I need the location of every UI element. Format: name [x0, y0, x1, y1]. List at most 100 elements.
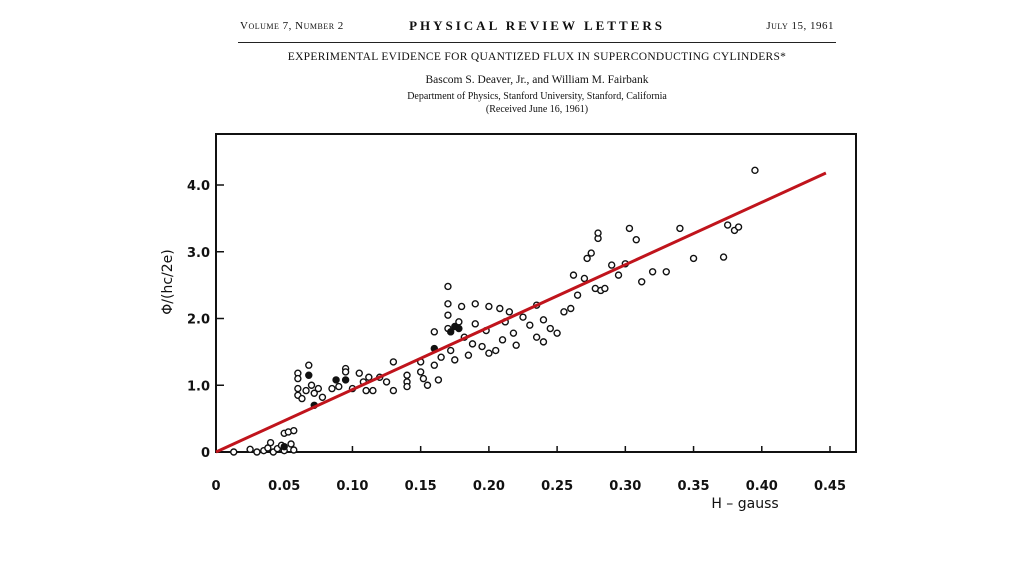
filled-data-point — [455, 324, 463, 333]
open-data-point — [464, 351, 473, 359]
open-data-point — [539, 338, 548, 346]
open-data-point — [230, 448, 238, 456]
filled-data-point — [341, 376, 350, 384]
open-data-point — [539, 316, 548, 324]
open-data-point — [632, 236, 640, 244]
open-data-point — [451, 356, 459, 364]
open-data-point — [532, 333, 541, 341]
x-tick-label: 0.25 — [541, 479, 573, 494]
y-tick-label: 0 — [201, 446, 210, 461]
open-data-point — [318, 393, 327, 401]
open-data-point — [567, 304, 575, 313]
open-data-point — [287, 440, 295, 448]
page-header: Volume 7, Number 2 PHYSICAL REVIEW LETTE… — [238, 18, 836, 43]
open-data-point — [492, 346, 500, 355]
open-data-point — [307, 381, 316, 389]
open-data-point — [553, 329, 561, 337]
open-data-point — [468, 340, 477, 348]
y-axis-ticks: 0 1.0 2.0 3.0 4.0 — [187, 179, 224, 461]
x-tick-label: 0.40 — [746, 479, 778, 494]
open-data-point — [423, 381, 432, 389]
open-data-point — [341, 368, 350, 376]
y-tick-label: 2.0 — [187, 313, 210, 328]
open-data-point — [266, 438, 275, 447]
open-data-point — [471, 320, 479, 328]
open-data-point — [569, 271, 578, 279]
open-data-point — [509, 329, 518, 337]
open-data-point — [580, 274, 589, 283]
open-data-point — [290, 426, 298, 435]
open-data-point — [434, 376, 443, 384]
x-tick-label: 0.45 — [814, 479, 846, 494]
article-affiliation: Department of Physics, Stanford Universi… — [407, 91, 667, 102]
open-data-point — [403, 382, 411, 391]
open-data-point — [723, 221, 732, 229]
y-tick-label: 3.0 — [187, 246, 210, 261]
open-data-point — [446, 346, 455, 355]
x-tick-label: 0.20 — [473, 479, 505, 494]
article-authors: Bascom S. Deaver, Jr., and William M. Fa… — [425, 74, 649, 86]
open-data-point — [485, 302, 493, 311]
open-data-point — [444, 300, 452, 308]
x-tick-label: 0.30 — [609, 479, 641, 494]
y-tick-label: 1.0 — [187, 379, 210, 394]
open-data-point — [519, 313, 527, 321]
y-tick-label: 4.0 — [187, 179, 210, 194]
open-data-point — [560, 308, 568, 316]
open-data-point — [638, 278, 646, 286]
open-data-point — [419, 374, 428, 383]
open-data-point — [437, 353, 445, 361]
volume-label: Volume 7, Number 2 — [240, 20, 344, 32]
open-data-point — [302, 386, 310, 395]
open-data-point — [734, 223, 743, 231]
open-data-point — [625, 224, 634, 233]
open-data-point — [546, 324, 554, 333]
filled-data-point — [446, 328, 455, 336]
open-data-point — [430, 361, 439, 369]
received-date: (Received June 16, 1961) — [485, 104, 589, 115]
x-tick-label: 0.10 — [336, 479, 368, 494]
open-data-point — [246, 445, 254, 454]
open-data-point — [676, 224, 684, 233]
open-data-point — [496, 304, 504, 313]
open-data-point — [689, 254, 698, 263]
open-data-point — [389, 358, 398, 366]
open-data-point — [314, 384, 323, 393]
open-data-point — [478, 342, 486, 351]
open-data-point — [587, 249, 595, 257]
open-data-point — [430, 328, 439, 336]
open-data-point — [526, 321, 534, 329]
open-data-point — [403, 371, 411, 379]
issue-date: July 15, 1961 — [766, 20, 834, 32]
open-data-point — [362, 386, 370, 395]
x-axis-label: H – gauss — [711, 496, 778, 512]
open-data-point — [294, 384, 302, 393]
open-data-point — [294, 374, 302, 383]
open-data-point — [365, 373, 373, 381]
x-axis-ticks: 0 0.05 0.10 0.15 0.20 0.25 0.30 0.35 0.40 0.45 — [211, 446, 846, 494]
open-data-point — [573, 291, 582, 299]
x-tick-label: 0 — [211, 479, 220, 494]
open-data-point — [485, 349, 493, 357]
filled-data-point — [280, 442, 288, 451]
open-data-point — [601, 284, 609, 293]
open-data-point — [290, 446, 298, 454]
open-data-point — [298, 394, 306, 403]
open-data-point — [335, 382, 343, 391]
filled-data-point — [305, 371, 313, 379]
open-data-point — [355, 369, 363, 377]
open-data-point — [382, 378, 391, 386]
open-data-point — [607, 261, 616, 269]
y-axis-label: Φ/(hc/2e) — [160, 249, 176, 314]
open-data-point — [253, 448, 261, 456]
open-data-point — [457, 302, 466, 311]
open-data-point — [594, 229, 602, 237]
plot-frame — [215, 133, 857, 453]
open-data-point — [512, 341, 520, 349]
open-data-point — [719, 253, 728, 261]
open-data-point — [328, 384, 336, 393]
open-data-point — [310, 389, 318, 397]
x-tick-label: 0.35 — [678, 479, 710, 494]
open-data-point — [583, 254, 591, 263]
